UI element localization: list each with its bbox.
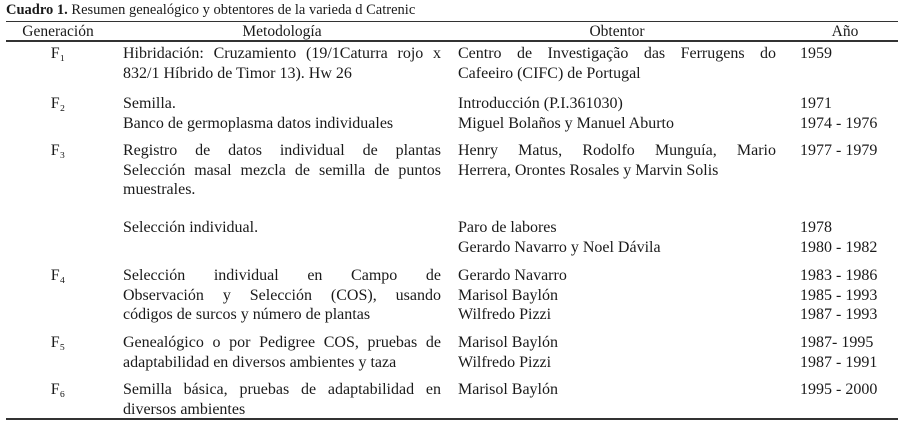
- methodology-cell: Semilla. Banco de germoplasma datos indiv…: [123, 94, 441, 133]
- cell-line: Semilla básica, pruebas de adaptabilidad…: [123, 381, 441, 398]
- cell-line: Hibridación: Cruzamiento (19/1Caturra ro…: [123, 45, 441, 62]
- cell-line: F₃: [50, 142, 66, 159]
- cell-line: Introducción (P.I.361030): [458, 95, 623, 112]
- year-cell: 1995 - 2000: [800, 380, 890, 400]
- cell-line: 1987 - 1991: [800, 353, 878, 371]
- cell-line: adaptabilidad en diversos ambientes y ta…: [123, 353, 397, 371]
- cell-line: F₆: [50, 381, 66, 398]
- cell-line: Registro de datos individual de plantas: [123, 142, 441, 159]
- caption-text: Resumen genealógico y obtentores de la v…: [67, 2, 416, 18]
- obtentor-cell: Introducción (P.I.361030) Miguel Bolaños …: [458, 94, 776, 133]
- cell-line: códigos de surcos y número de plantas: [123, 306, 371, 324]
- cell-line: 832/1 Híbrido de Timor 13). Hw 26: [123, 64, 352, 82]
- cell-line: Marisol Baylón: [458, 286, 558, 304]
- methodology-cell: Selección individual.: [123, 218, 441, 238]
- year-cell: 1977 - 1979: [800, 141, 890, 161]
- year-cell: 1987- 1995 1987 - 1991: [800, 333, 890, 372]
- cell-line: 1995 - 2000: [800, 381, 878, 398]
- cell-line: 1987 - 1993: [800, 306, 878, 324]
- year-cell: 1983 - 1986 1985 - 1993 1987 - 1993: [800, 266, 890, 325]
- obtentor-cell: Paro de labores Gerardo Navarro y Noel Dá…: [458, 218, 776, 257]
- cell-line: Gerardo Navarro y Noel Dávila: [458, 238, 661, 256]
- year-cell: 1971 1974 - 1976: [800, 94, 890, 133]
- cell-line: Semilla.: [123, 95, 176, 112]
- cell-line: Wilfredo Pizzi: [458, 306, 552, 324]
- cell-line: Genealógico o por Pedigree COS, pruebas …: [123, 334, 441, 351]
- obtentor-cell: Marisol Baylón Wilfredo Pizzi: [458, 333, 776, 372]
- methodology-cell: Semilla básica, pruebas de adaptabilidad…: [123, 380, 441, 419]
- cell-line: Miguel Bolaños y Manuel Aburto: [458, 114, 674, 132]
- year-cell: 1978 1980 - 1982: [800, 218, 890, 257]
- cell-line: 1985 - 1993: [800, 286, 878, 304]
- cell-line: 1974 - 1976: [800, 114, 878, 132]
- cell-line: Cafeeiro (CIFC) de Portugal: [458, 64, 641, 82]
- caption-label: Cuadro 1.: [6, 2, 68, 18]
- cell-line: Herrera, Orontes Rosales y Marvin Solis: [458, 161, 719, 179]
- generation-cell: F₄: [8, 266, 108, 286]
- cell-line: diversos ambientes: [123, 400, 246, 418]
- cell-line: 1977 - 1979: [800, 142, 878, 159]
- cell-line: F₂: [50, 95, 66, 112]
- cell-line: Centro de Investigação das Ferrugens do: [458, 45, 776, 62]
- cell-line: Wilfredo Pizzi: [458, 353, 552, 371]
- methodology-cell: Hibridación: Cruzamiento (19/1Caturra ro…: [123, 44, 441, 83]
- generation-cell: F₃: [8, 141, 108, 161]
- obtentor-cell: Centro de Investigação das Ferrugens do C…: [458, 44, 776, 83]
- header-ano: Año: [831, 23, 859, 40]
- generation-cell: F₁: [8, 44, 108, 64]
- cell-line: 1987- 1995: [800, 334, 874, 351]
- cell-line: F₅: [50, 334, 66, 351]
- obtentor-cell: Gerardo Navarro Marisol Baylón Wilfredo Pi…: [458, 266, 776, 325]
- cell-line: Selección masal mezcla de semilla de pun…: [123, 161, 441, 179]
- cell-line: Marisol Baylón: [458, 381, 558, 398]
- cell-line: Marisol Baylón: [458, 334, 558, 351]
- cell-line: 1971: [800, 95, 832, 112]
- cell-line: 1978: [800, 219, 832, 236]
- cell-line: 1959: [800, 45, 832, 62]
- cell-line: Gerardo Navarro: [458, 267, 567, 284]
- year-cell: 1959: [800, 44, 890, 64]
- generation-cell: F₅: [8, 333, 108, 353]
- cell-line: muestrales.: [123, 181, 196, 199]
- header-obtentor: Obtentor: [589, 23, 645, 40]
- generation-cell: F₂: [8, 94, 108, 114]
- bottom-rule: [6, 418, 898, 420]
- cell-line: 1983 - 1986: [800, 267, 878, 284]
- cell-line: Selección individual en Campo de: [123, 267, 441, 284]
- cell-line: Selección individual.: [123, 219, 259, 236]
- cell-line: 1980 - 1982: [800, 238, 878, 256]
- cell-line: Henry Matus, Rodolfo Munguía, Mario: [458, 142, 776, 159]
- cell-line: F₄: [50, 267, 66, 284]
- methodology-cell: Selección individual en Campo de Observac…: [123, 266, 441, 325]
- obtentor-cell: Marisol Baylón: [458, 380, 776, 400]
- cell-line: Observación y Selección (COS), usando: [123, 286, 441, 304]
- methodology-cell: Registro de datos individual de plantas S…: [123, 141, 441, 200]
- cell-line: Banco de germoplasma datos individuales: [123, 114, 394, 132]
- cell-line: Paro de labores: [458, 219, 557, 236]
- generation-cell: F₆: [8, 380, 108, 400]
- table-caption: Cuadro 1. Resumen genealógico y obtentor…: [6, 2, 415, 19]
- header-metodologia: Metodología: [242, 23, 322, 40]
- header-rule: [6, 40, 898, 42]
- methodology-cell: Genealógico o por Pedigree COS, pruebas …: [123, 333, 441, 372]
- top-rule: [6, 21, 898, 22]
- cell-line: F₁: [50, 45, 66, 62]
- header-generacion: Generación: [22, 23, 94, 40]
- obtentor-cell: Henry Matus, Rodolfo Munguía, Mario Herre…: [458, 141, 776, 180]
